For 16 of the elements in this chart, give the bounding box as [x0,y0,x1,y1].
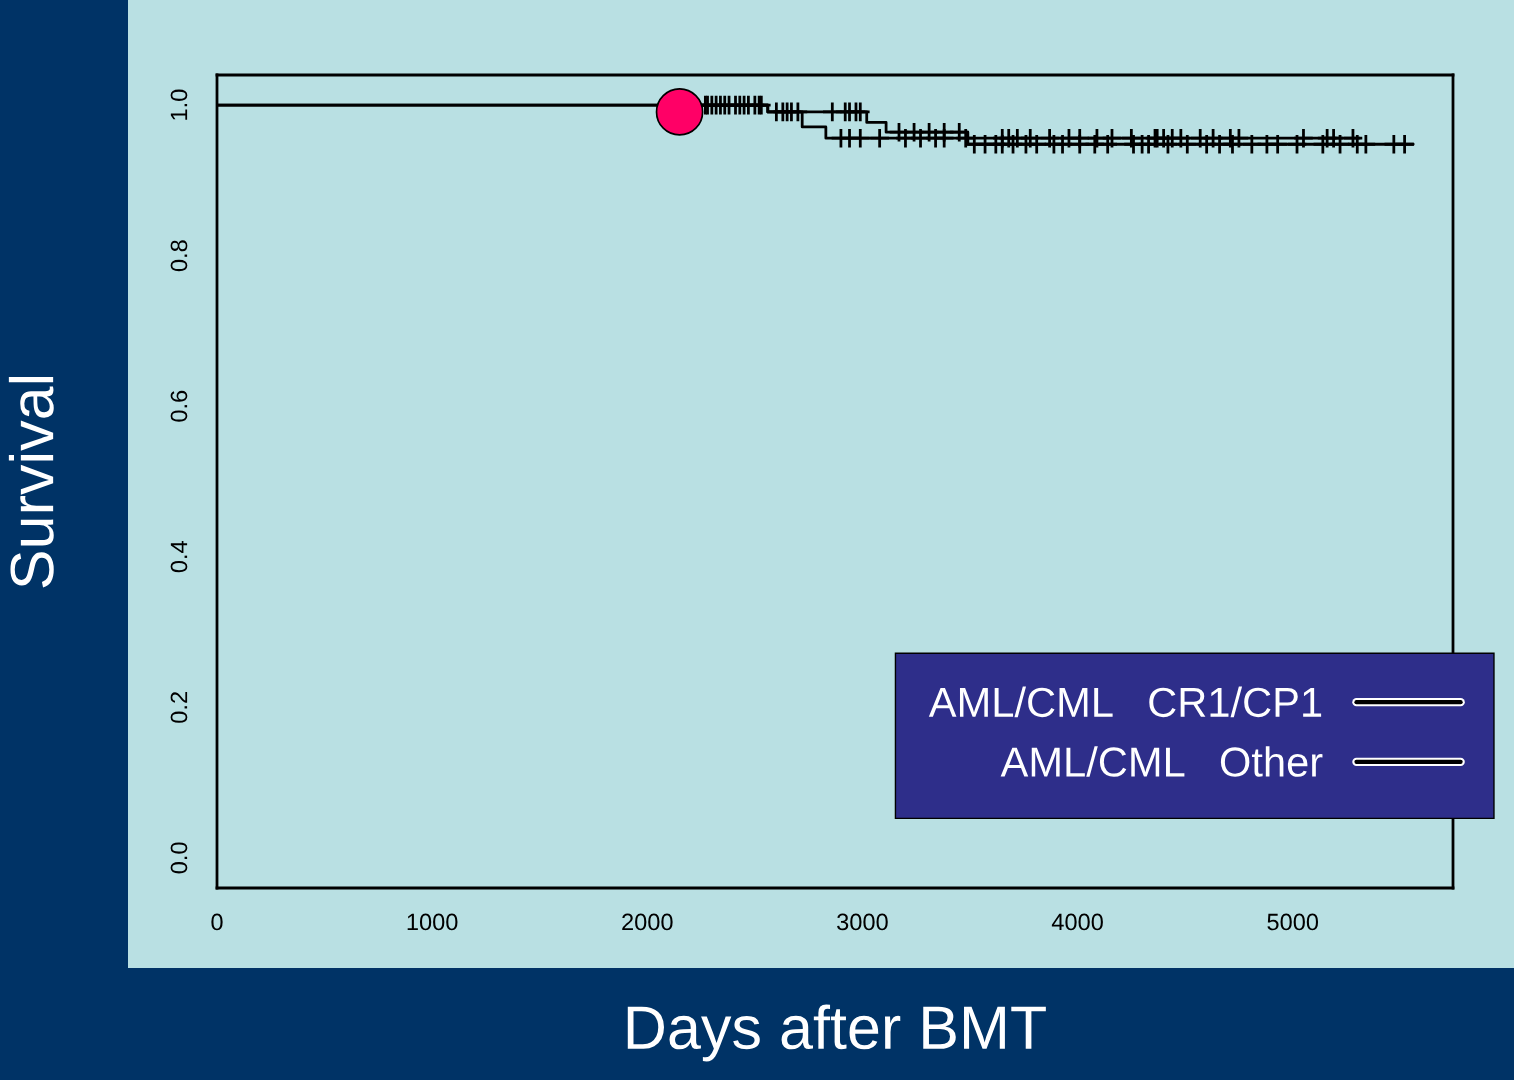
y-tick-label: 0.4 [170,541,188,573]
legend-label: AML/CML Other [1000,746,1323,777]
y-tick-label: 0.8 [170,240,188,272]
y-tick-label: 0.0 [170,842,188,874]
y-tick-label: 1.0 [170,89,188,120]
y-axis-title: Survival [8,376,54,588]
x-tick-label: 2000 [622,913,673,931]
y-tick-label: 0.6 [170,390,188,422]
x-tick-label: 1000 [407,913,458,931]
x-axis-title: Days after BMT [627,1004,1046,1062]
x-tick-label: 5000 [1267,913,1319,931]
y-tick-label: 0.2 [170,692,188,723]
x-tick-label: 3000 [837,913,888,931]
legend-label: AML/CML CR1/CP1 [928,686,1322,718]
x-tick-label: 0 [211,913,223,931]
x-tick-label: 4000 [1051,913,1103,931]
